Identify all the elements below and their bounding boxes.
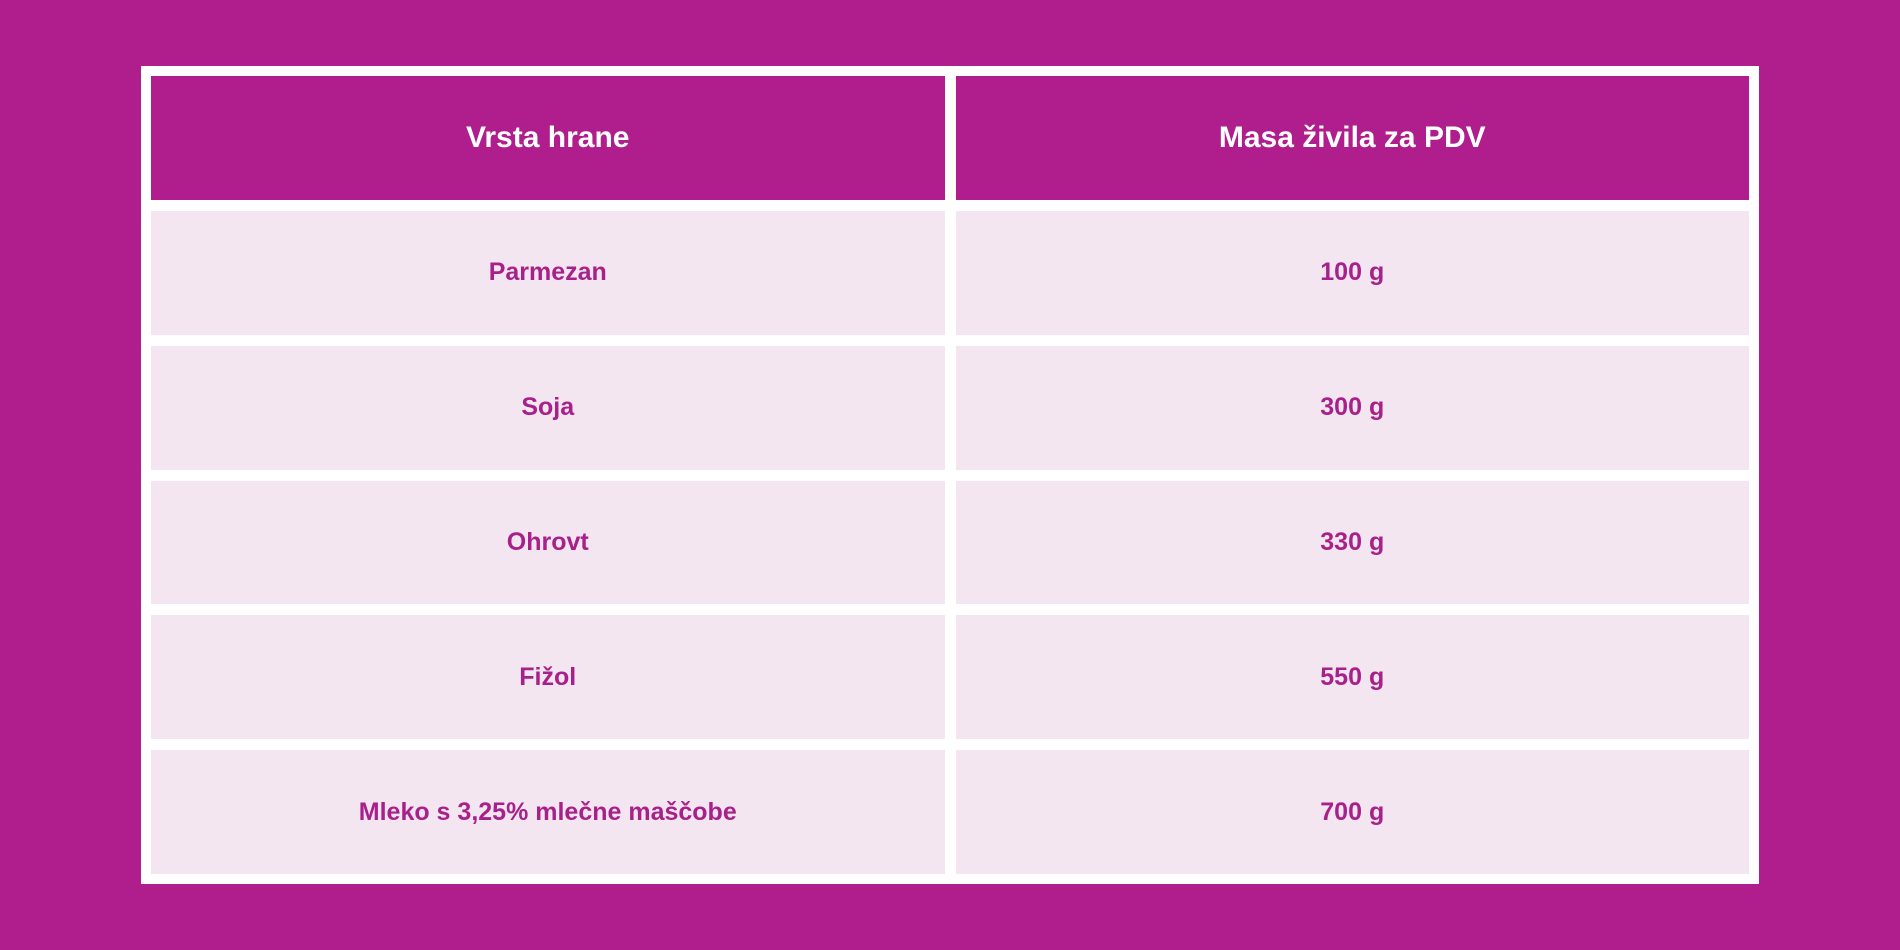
cell-food: Ohrovt: [151, 480, 945, 605]
header-food-type: Vrsta hrane: [151, 76, 945, 200]
cell-food: Parmezan: [151, 210, 945, 335]
header-mass: Masa živila za PDV: [955, 76, 1749, 200]
cell-mass: 300 g: [955, 345, 1749, 470]
cell-mass: 100 g: [955, 210, 1749, 335]
cell-food: Mleko s 3,25% mlečne maščobe: [151, 750, 945, 874]
cell-mass: 700 g: [955, 750, 1749, 874]
cell-food: Soja: [151, 345, 945, 470]
food-table: Vrsta hrane Masa živila za PDV Parmezan …: [141, 66, 1759, 884]
cell-mass: 550 g: [955, 615, 1749, 740]
cell-mass: 330 g: [955, 480, 1749, 605]
cell-food: Fižol: [151, 615, 945, 740]
